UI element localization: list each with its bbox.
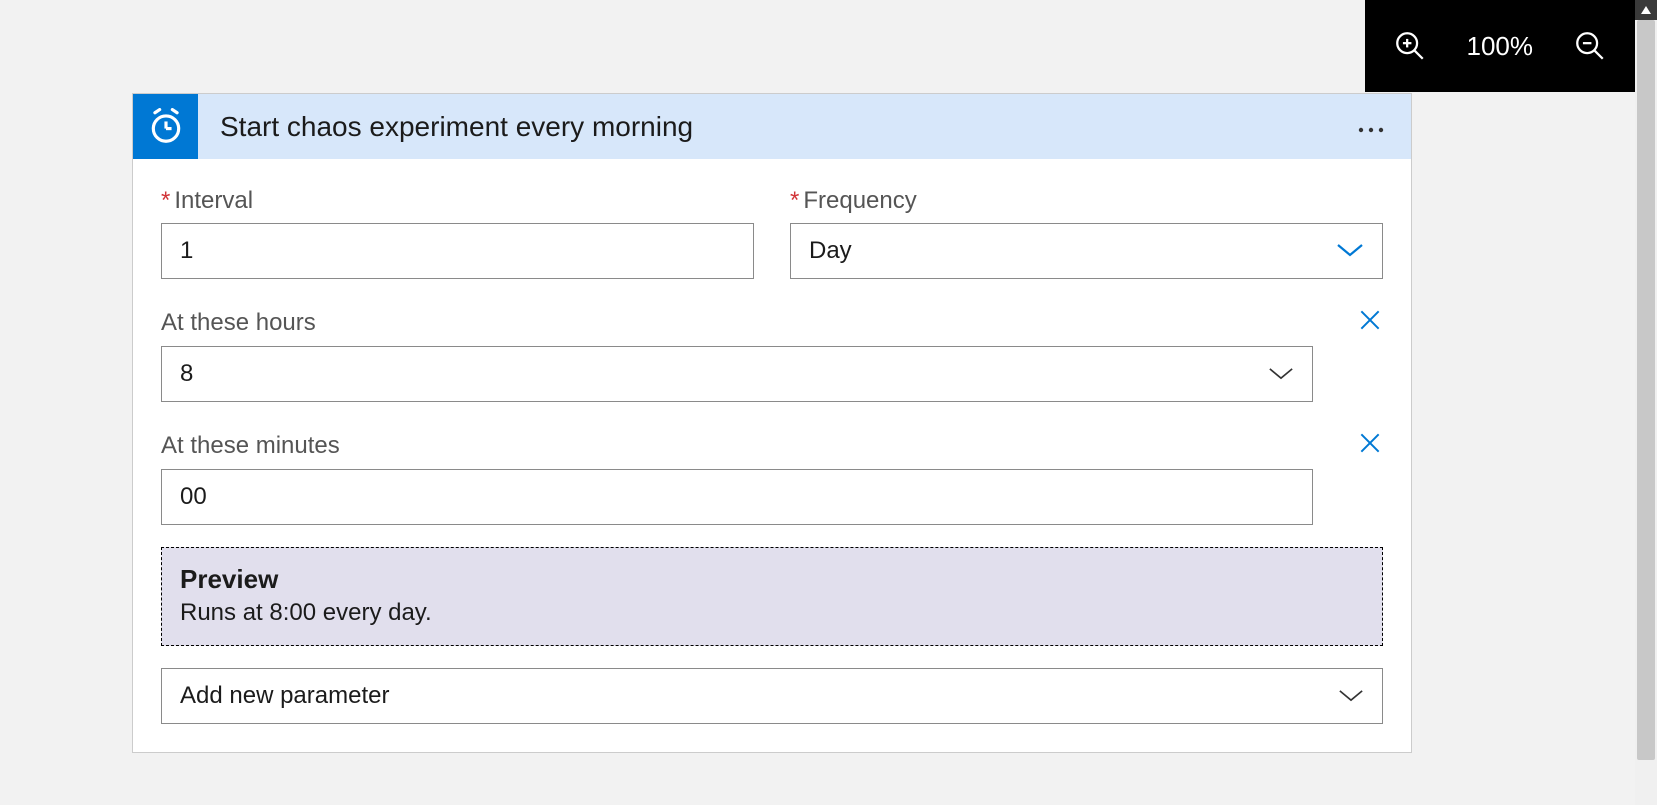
card-header: Start chaos experiment every morning (133, 94, 1411, 159)
chevron-down-icon (1336, 237, 1364, 265)
more-icon[interactable] (1357, 114, 1411, 140)
zoom-in-icon[interactable] (1393, 29, 1427, 63)
add-parameter-select[interactable]: Add new parameter (161, 668, 1383, 724)
scrollbar-thumb[interactable] (1637, 20, 1655, 760)
hours-select[interactable]: 8 (161, 346, 1313, 402)
zoom-level: 100% (1467, 31, 1534, 62)
card-title: Start chaos experiment every morning (198, 111, 1357, 143)
chevron-down-icon (1268, 360, 1294, 388)
recurrence-card: Start chaos experiment every morning *In… (132, 93, 1412, 753)
minutes-input[interactable]: 00 (161, 469, 1313, 525)
preview-title: Preview (180, 564, 1364, 595)
remove-minutes-icon[interactable] (1357, 430, 1383, 461)
scrollbar[interactable] (1635, 0, 1657, 805)
minutes-label: At these minutes (161, 432, 340, 460)
preview-panel: Preview Runs at 8:00 every day. (161, 547, 1383, 646)
interval-label: *Interval (161, 187, 754, 215)
frequency-select[interactable]: Day (790, 223, 1383, 279)
card-body: *Interval 1 *Frequency Day At these hour… (133, 159, 1411, 752)
interval-input[interactable]: 1 (161, 223, 754, 279)
hours-label: At these hours (161, 309, 316, 337)
preview-text: Runs at 8:00 every day. (180, 599, 1364, 627)
zoom-out-icon[interactable] (1573, 29, 1607, 63)
frequency-label: *Frequency (790, 187, 1383, 215)
chevron-down-icon (1338, 682, 1364, 710)
scrollbar-up-icon[interactable] (1635, 0, 1657, 20)
zoom-toolbar: 100% (1365, 0, 1636, 92)
remove-hours-icon[interactable] (1357, 307, 1383, 338)
clock-icon (133, 94, 198, 159)
